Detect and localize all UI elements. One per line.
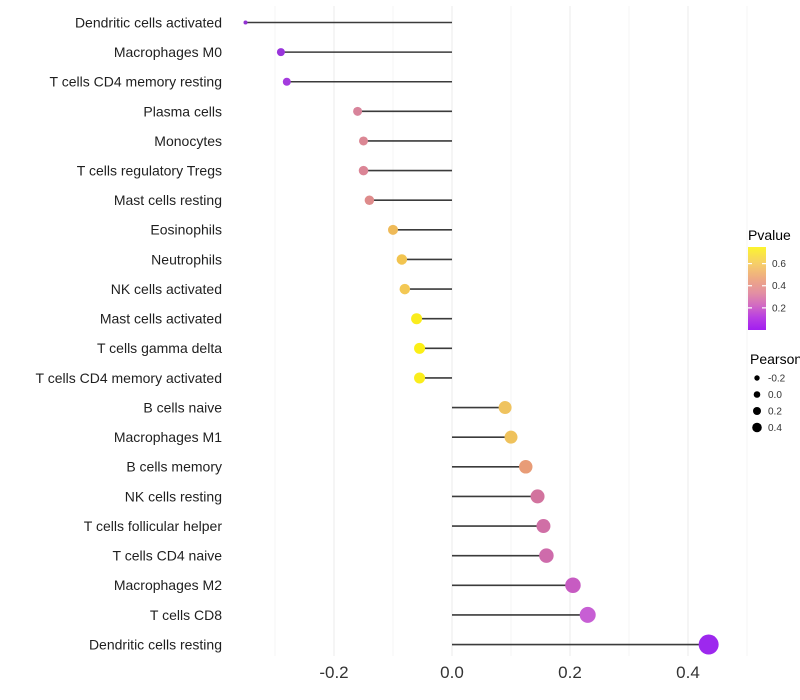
y-axis-category-label: Macrophages M2 — [114, 577, 222, 593]
y-axis-category-label: Mast cells activated — [100, 311, 222, 327]
lollipop-row: Dendritic cells resting — [89, 634, 719, 655]
lollipop-dot — [539, 548, 554, 563]
lollipop-row: Dendritic cells activated — [75, 14, 453, 30]
y-axis-category-label: Monocytes — [154, 133, 222, 149]
lollipop-row: T cells CD8 — [150, 607, 596, 623]
y-axis-category-label: Dendritic cells activated — [75, 14, 222, 30]
lollipop-dot — [565, 577, 581, 594]
lollipop-row: B cells memory — [126, 459, 533, 475]
lollipop-row: T cells CD4 memory activated — [36, 370, 453, 386]
lollipop-dot — [519, 460, 533, 474]
y-axis-category-label: NK cells activated — [111, 281, 222, 297]
y-axis-category-label: Macrophages M0 — [114, 44, 222, 60]
pearson-legend: Pearson -0.2 0.0 0.2 0.4 — [750, 351, 800, 434]
y-axis-category-label: Mast cells resting — [114, 192, 222, 208]
lollipop-dot — [282, 77, 291, 86]
lollipop-dot — [504, 430, 518, 444]
lollipop-row: Macrophages M0 — [114, 44, 453, 60]
lollipop-row: Macrophages M1 — [114, 429, 518, 445]
lollipop-dot — [411, 313, 423, 325]
y-axis-category-label: T cells regulatory Tregs — [77, 163, 222, 179]
lollipop-dot — [243, 20, 248, 25]
pearson-size-dot — [753, 407, 761, 415]
pearson-size-label: 0.0 — [768, 390, 782, 401]
x-axis-tick-label: 0.2 — [558, 663, 582, 682]
lollipop-row: Eosinophils — [150, 222, 453, 238]
lollipop-dot — [276, 48, 285, 57]
y-axis-category-label: Macrophages M1 — [114, 429, 222, 445]
pvalue-legend: Pvalue 0.6 0.4 0.2 — [748, 227, 791, 330]
lollipop-dot — [414, 372, 426, 384]
lollipop-dot — [698, 634, 719, 655]
pearson-size-dot — [753, 391, 761, 398]
y-axis-category-label: B cells memory — [126, 459, 222, 475]
lollipop-row: T cells CD4 naive — [113, 548, 554, 564]
y-axis-category-label: Dendritic cells resting — [89, 636, 222, 652]
lollipop-dot — [414, 342, 426, 354]
pvalue-tick-label: 0.4 — [772, 281, 786, 292]
pvalue-legend-title: Pvalue — [748, 227, 791, 243]
lollipop-dot — [359, 136, 369, 146]
lollipop-row: Plasma cells — [143, 103, 453, 119]
pvalue-tick-label: 0.2 — [772, 303, 786, 314]
y-axis-category-label: T cells CD4 memory resting — [50, 74, 222, 90]
pearson-legend-title: Pearson — [750, 351, 800, 367]
lollipop-dot — [399, 283, 411, 295]
lollipop-row: NK cells activated — [111, 281, 453, 297]
x-axis-tick-label: 0.0 — [440, 663, 464, 682]
lollipop-row: Neutrophils — [151, 251, 453, 267]
lollipop-row: T cells gamma delta — [97, 340, 453, 356]
pearson-size-label: 0.4 — [768, 423, 782, 434]
lollipop-dot — [358, 165, 369, 176]
lollipop-row: T cells CD4 memory resting — [50, 74, 453, 90]
y-axis-category-label: NK cells resting — [125, 488, 222, 504]
lollipop-row: T cells regulatory Tregs — [77, 163, 453, 179]
pvalue-colorbar — [748, 247, 766, 330]
x-axis-tick-label: 0.4 — [676, 663, 700, 682]
y-axis-category-label: Plasma cells — [143, 103, 222, 119]
y-axis-category-label: T cells gamma delta — [97, 340, 222, 356]
lollipop-dot — [579, 606, 596, 623]
y-axis-category-label: B cells naive — [143, 399, 222, 415]
pearson-size-dot — [752, 422, 762, 433]
lollipop-dot — [388, 224, 399, 235]
lollipop-dot — [396, 254, 408, 265]
y-axis-category-label: T cells CD4 memory activated — [36, 370, 222, 386]
y-axis-category-label: T cells follicular helper — [84, 518, 223, 534]
y-axis-category-label: T cells CD4 naive — [113, 548, 223, 564]
lollipop-dot — [536, 519, 551, 534]
pearson-size-dot — [754, 375, 760, 381]
pearson-size-label: -0.2 — [768, 374, 786, 385]
x-axis-tick-label: -0.2 — [319, 663, 348, 682]
lollipop-row: Macrophages M2 — [114, 577, 581, 593]
lollipop-row: T cells follicular helper — [84, 518, 551, 534]
lollipop-dot — [364, 195, 375, 205]
lollipop-row: Mast cells activated — [100, 311, 453, 327]
lollipop-row: Monocytes — [154, 133, 453, 149]
lollipop-dot — [530, 489, 545, 504]
lollipop-row: Mast cells resting — [114, 192, 453, 208]
lollipop-dot — [498, 401, 512, 415]
pearson-size-label: 0.2 — [768, 407, 782, 418]
y-axis-category-label: Neutrophils — [151, 251, 222, 267]
lollipop-dot — [353, 106, 363, 116]
pvalue-tick-label: 0.6 — [772, 259, 786, 270]
lollipop-row: B cells naive — [143, 399, 512, 415]
lollipop-row: NK cells resting — [125, 488, 545, 504]
y-axis-category-label: Eosinophils — [150, 222, 222, 238]
y-axis-category-label: T cells CD8 — [150, 607, 222, 623]
